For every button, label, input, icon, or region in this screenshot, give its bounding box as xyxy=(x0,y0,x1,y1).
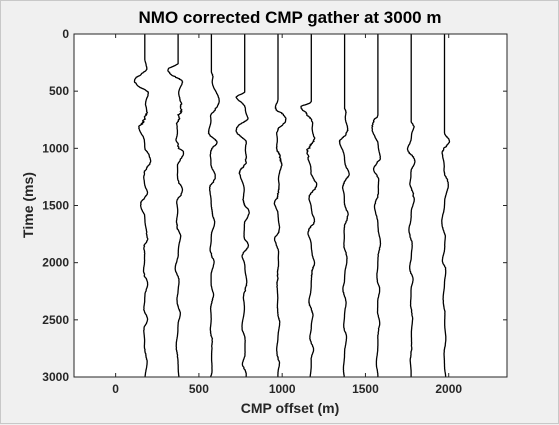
y-tick-label: 3000 xyxy=(42,370,69,384)
trace-wiggle xyxy=(273,34,287,377)
y-tick-label: 500 xyxy=(49,84,69,98)
trace-wiggle xyxy=(235,34,250,377)
trace-wiggle xyxy=(300,34,318,378)
trace-wiggle xyxy=(371,34,382,377)
trace-wiggle xyxy=(441,34,451,377)
y-tick-label: 1000 xyxy=(42,141,69,155)
x-tick-label: 2000 xyxy=(435,382,462,396)
trace-wiggle xyxy=(133,34,152,378)
x-tick-label: 1000 xyxy=(269,382,296,396)
trace-wiggle xyxy=(406,34,416,377)
y-tick-label: 2000 xyxy=(42,256,69,270)
x-tick-label: 1500 xyxy=(352,382,379,396)
trace-wiggle xyxy=(207,34,220,378)
traces xyxy=(133,34,451,378)
y-tick-label: 0 xyxy=(62,27,69,41)
x-ticks: 0 500 1000 1500 2000 xyxy=(112,34,462,396)
y-axis-label: Time (ms) xyxy=(20,172,36,238)
x-tick-label: 0 xyxy=(112,382,119,396)
y-tick-label: 2500 xyxy=(42,313,69,327)
x-tick-label: 500 xyxy=(189,382,209,396)
y-tick-label: 1500 xyxy=(42,199,69,213)
trace-wiggle xyxy=(338,34,350,378)
y-ticks: 0 500 1000 1500 2000 2500 3000 xyxy=(42,27,507,384)
trace-wiggle xyxy=(167,34,185,377)
x-axis-label: CMP offset (m) xyxy=(241,400,340,416)
chart-title: NMO corrected CMP gather at 3000 m xyxy=(139,8,442,27)
plot-area xyxy=(74,34,507,377)
